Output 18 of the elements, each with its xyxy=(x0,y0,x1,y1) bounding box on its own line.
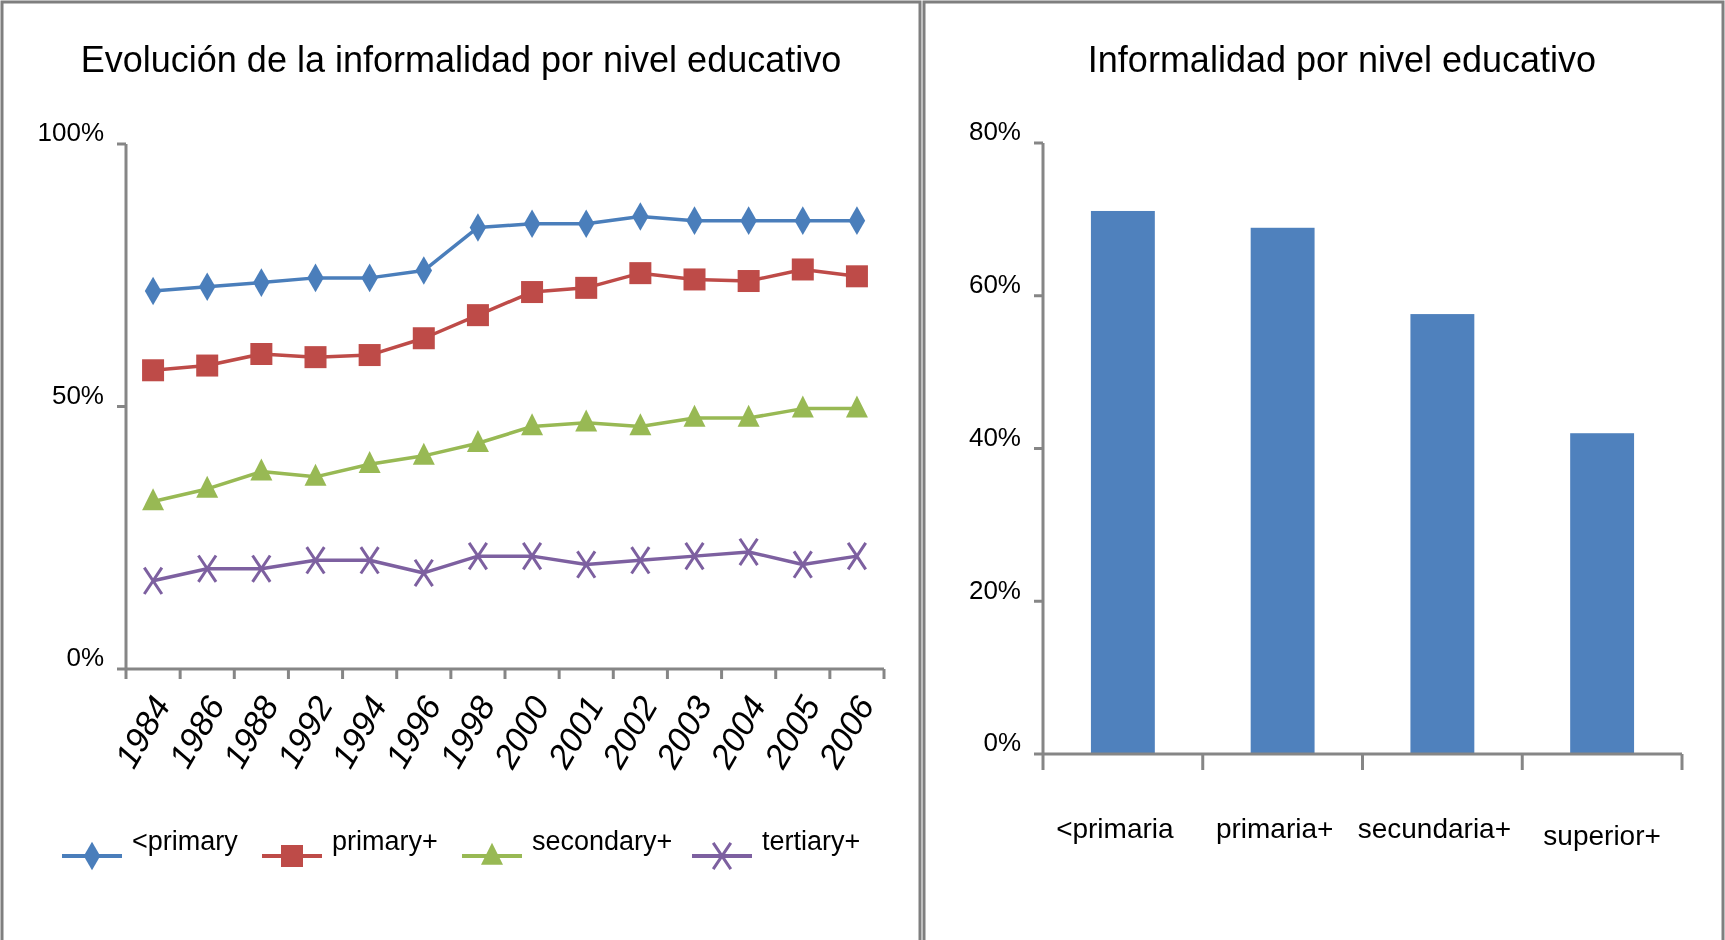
x-tick-label: secundaria+ xyxy=(1357,813,1512,844)
x-tick-label: superior+ xyxy=(1543,820,1661,851)
legend-label: tertiary+ xyxy=(762,826,861,856)
y-tick-label: 50% xyxy=(51,379,104,410)
y-tick-label: 0% xyxy=(66,642,104,673)
y-tick-label: 100% xyxy=(37,117,104,148)
y-tick-label: 20% xyxy=(968,574,1021,605)
legend-label: <primary xyxy=(132,826,239,856)
y-tick-label: 60% xyxy=(968,269,1021,300)
x-tick-label: <primaria xyxy=(1056,813,1175,844)
y-tick-label: 40% xyxy=(968,421,1021,452)
chart-title: Informalidad por nivel educativo xyxy=(1087,39,1597,80)
chart-title: Evolución de la informalidad por nivel educativo xyxy=(80,39,842,80)
x-tick-label: primaria+ xyxy=(1215,813,1334,844)
legend-label: primary+ xyxy=(332,826,438,856)
legend-label: secondary+ xyxy=(532,826,673,856)
y-tick-label: 0% xyxy=(983,727,1021,758)
y-tick-label: 80% xyxy=(968,116,1021,147)
